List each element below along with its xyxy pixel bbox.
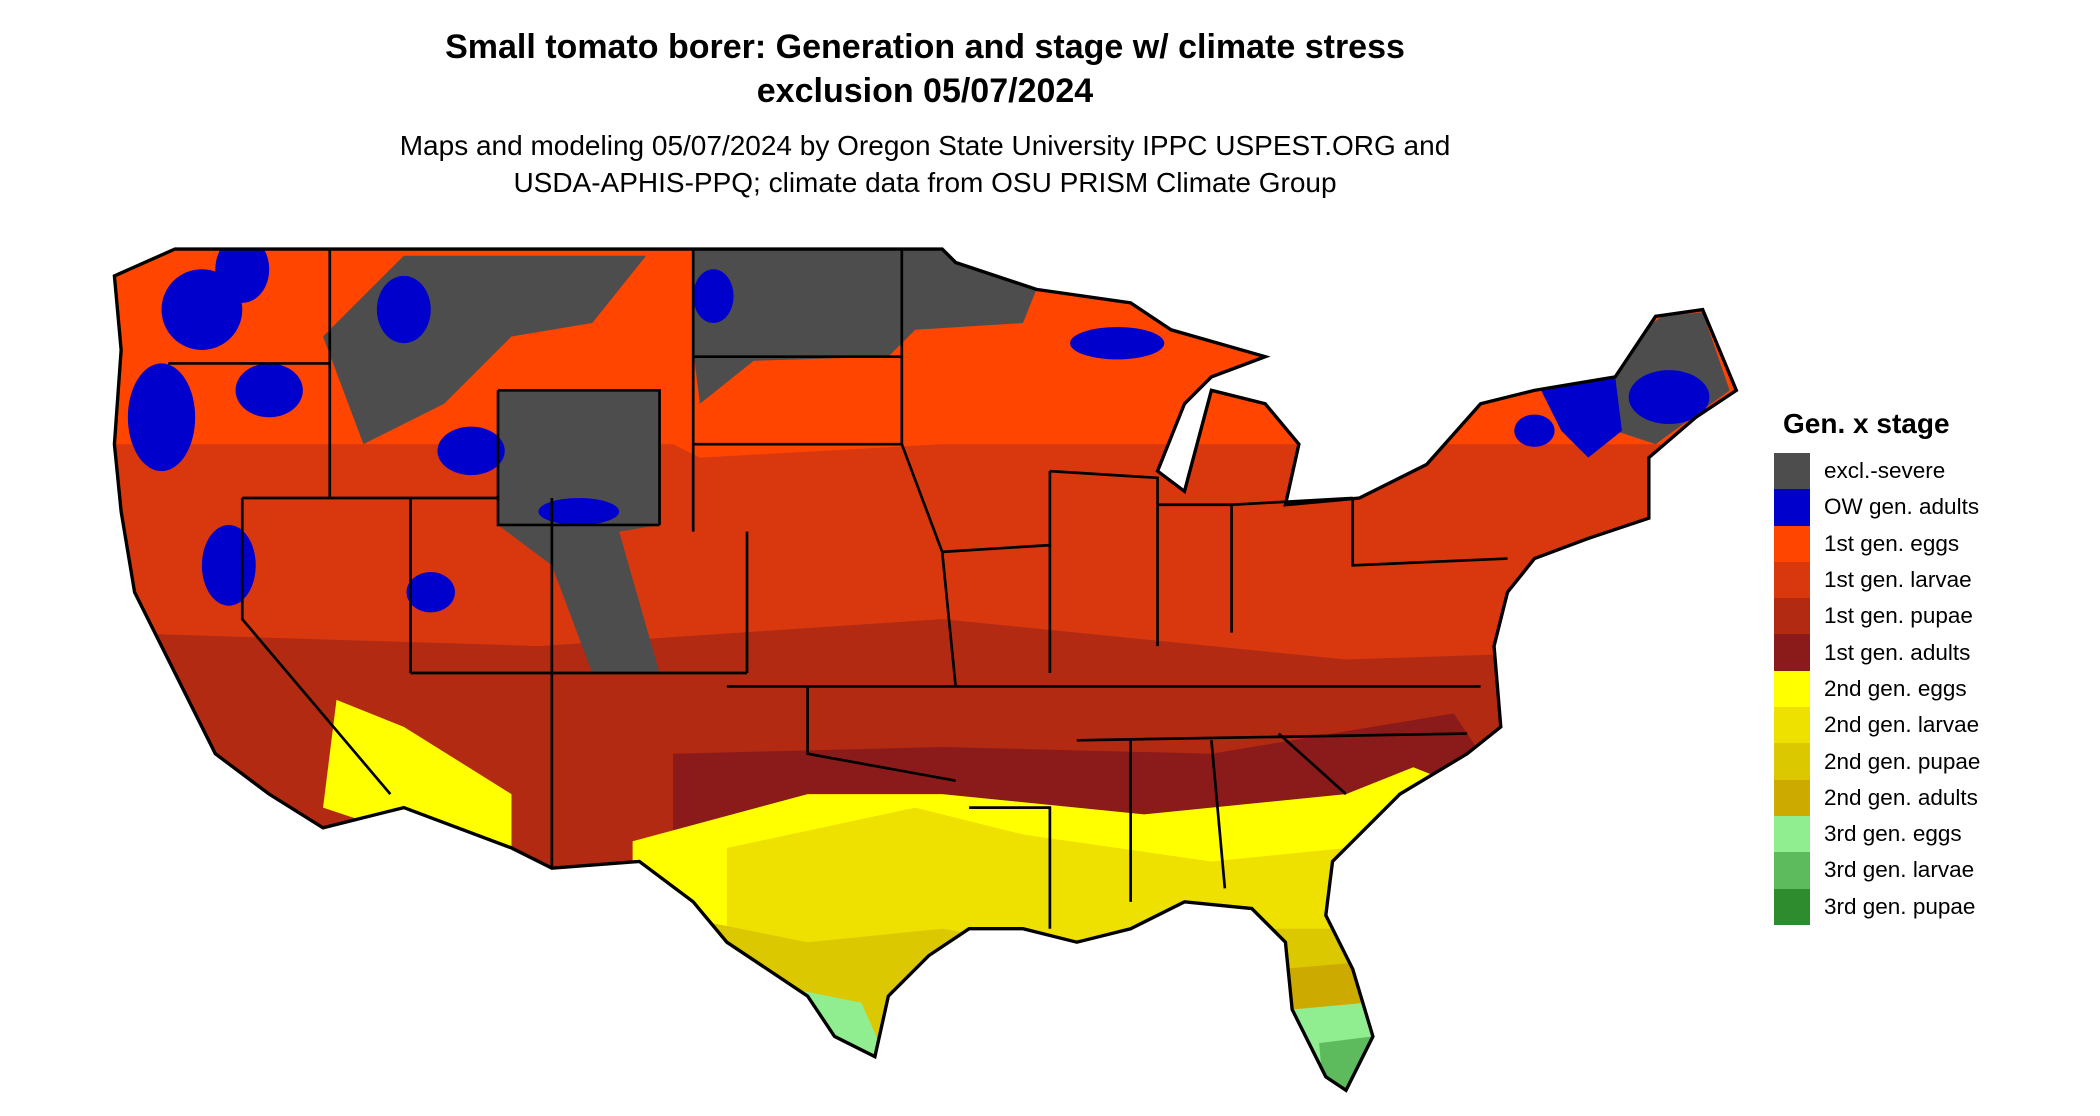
legend-swatch (1774, 598, 1810, 635)
legend-label: 3rd gen. pupae (1824, 893, 1976, 919)
legend-swatch (1774, 815, 1810, 853)
state-borders (168, 249, 1508, 929)
region-ow-gen-adults (1070, 327, 1165, 360)
legend: Gen. x stage excl.-severe OW gen. adults 1… (1774, 408, 1980, 925)
region-ow-gen-adults (538, 498, 620, 525)
chart-title-line-1: Small tomato borer: Generation and stage… (445, 28, 1405, 66)
legend-label: 1st gen. larvae (1824, 567, 1972, 593)
legend-title: Gen. x stage (1783, 408, 1950, 439)
region-excl-severe-north (693, 249, 1037, 404)
legend-item: 1st gen. larvae (1774, 561, 1980, 599)
region-ow-gen-adults (406, 572, 455, 613)
chart-title-line-2: exclusion 05/07/2024 (756, 72, 1094, 110)
legend-label: 2nd gen. pupae (1824, 748, 1981, 774)
legend-label: 2nd gen. eggs (1824, 675, 1967, 701)
legend-item: 3rd gen. larvae (1774, 852, 1980, 889)
legend-label: 1st gen. pupae (1824, 603, 1973, 629)
region-ow-gen-adults (127, 363, 196, 472)
legend-swatch (1774, 634, 1810, 671)
legend-swatch (1774, 779, 1810, 816)
legend-item: 2nd gen. eggs (1774, 670, 1980, 708)
legend-item: excl.-severe (1774, 453, 1980, 490)
legend-swatch (1774, 852, 1810, 889)
legend-item: 1st gen. adults (1774, 634, 1980, 671)
region-ow-gen-adults (235, 363, 303, 418)
legend-swatch (1774, 489, 1810, 526)
legend-label: 3rd gen. eggs (1824, 821, 1962, 847)
legend-label: 1st gen. adults (1824, 639, 1971, 665)
region-excl-severe-wy (498, 390, 660, 673)
legend-item: 3rd gen. pupae (1774, 888, 1980, 925)
legend-label: 1st gen. eggs (1824, 530, 1960, 556)
legend-swatch (1774, 707, 1810, 744)
region-ow-gen-adults-ne (1541, 376, 1622, 458)
chart-subtitle-line-2: USDA-APHIS-PPQ; climate data from OSU PR… (513, 167, 1337, 198)
legend-label: OW gen. adults (1824, 494, 1980, 520)
region-ow-gen-adults (693, 269, 734, 324)
legend-label: 2nd gen. adults (1824, 784, 1978, 810)
legend-swatch (1774, 888, 1810, 925)
legend-item: 2nd gen. larvae (1774, 707, 1980, 744)
legend-label: excl.-severe (1824, 458, 1946, 484)
legend-label: 3rd gen. larvae (1824, 857, 1975, 883)
legend-swatch (1774, 453, 1810, 490)
region-ow-gen-adults (1628, 370, 1710, 424)
legend-swatch (1774, 743, 1810, 780)
legend-swatch (1774, 525, 1810, 562)
region-ow-gen-adults (376, 275, 431, 344)
legend-label: 2nd gen. larvae (1824, 712, 1980, 738)
legend-item: OW gen. adults (1774, 489, 1980, 526)
legend-item: 1st gen. pupae (1774, 598, 1980, 635)
legend-item: 1st gen. eggs (1774, 525, 1980, 562)
legend-swatch (1774, 561, 1810, 599)
chart-subtitle-line-1: Maps and modeling 05/07/2024 by Oregon S… (399, 130, 1451, 161)
region-ow-gen-adults (215, 249, 270, 303)
region-ow-gen-adults (437, 426, 505, 476)
legend-item: 2nd gen. pupae (1774, 743, 1981, 780)
region-ow-gen-adults (201, 524, 256, 606)
legend-swatch (1774, 670, 1810, 708)
legend-item: 3rd gen. eggs (1774, 815, 1980, 853)
legend-item: 2nd gen. adults (1774, 779, 1980, 816)
region-ow-gen-adults (1514, 414, 1555, 447)
